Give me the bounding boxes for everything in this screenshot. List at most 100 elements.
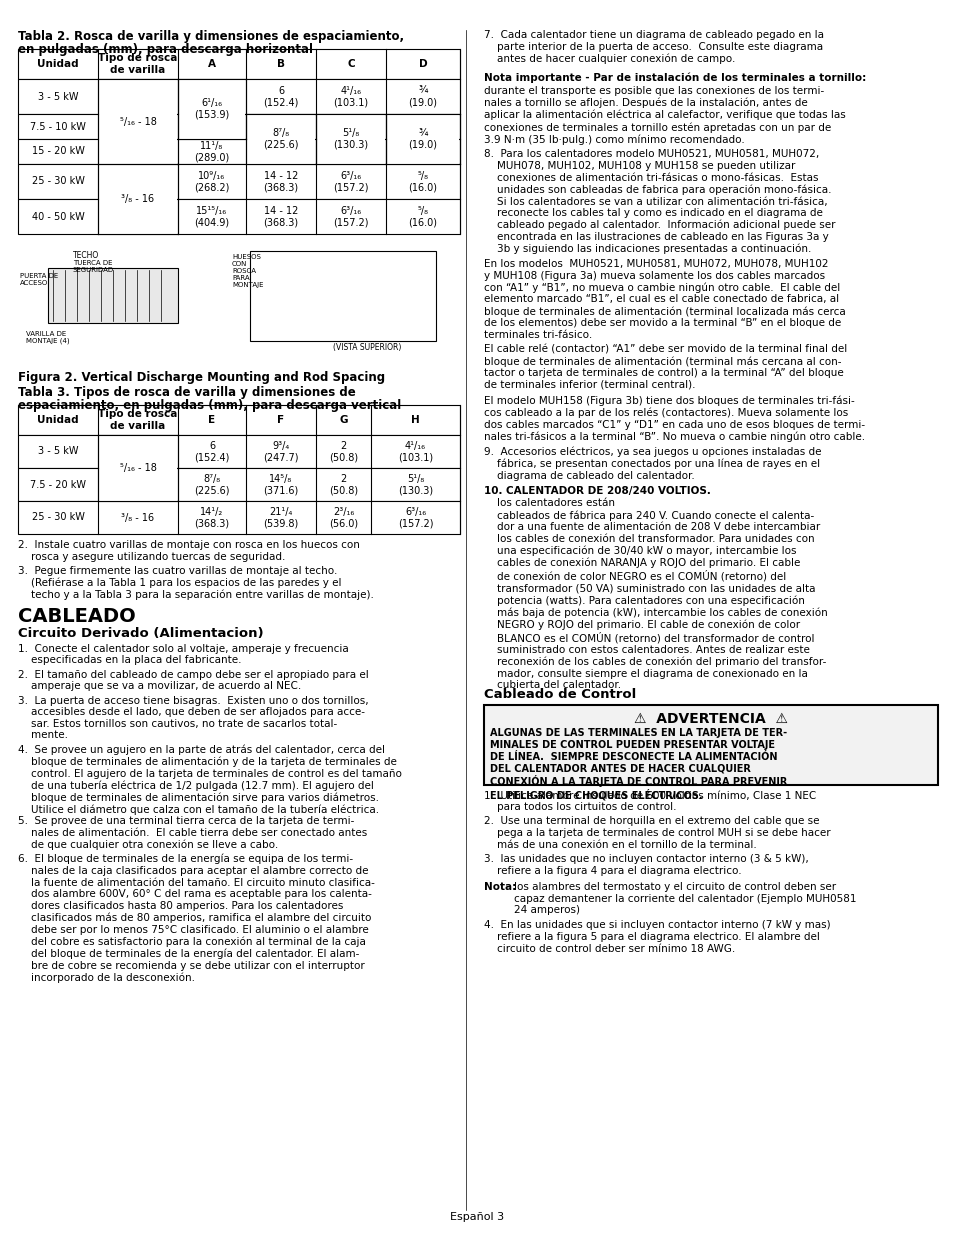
Text: espaciamiento, en pulgadas (mm), para descarga vertical: espaciamiento, en pulgadas (mm), para de… [18,399,401,412]
Text: 14¹/₂
(368.3): 14¹/₂ (368.3) [194,506,230,529]
Bar [483,704,937,784]
Text: 2.  Instale cuatro varillas de montaje con rosca en los huecos con
    rosca y a: 2. Instale cuatro varillas de montaje co… [18,540,359,562]
Text: 8⁷/₈
(225.6): 8⁷/₈ (225.6) [194,474,230,495]
Bar [18,468,459,501]
Text: 15¹⁵/₁₆
(404.9): 15¹⁵/₁₆ (404.9) [194,206,230,227]
Bar [18,79,459,114]
Text: 7.5 - 10 kW: 7.5 - 10 kW [30,121,86,131]
Text: G: G [339,415,348,425]
Text: 3 - 5 kW: 3 - 5 kW [38,447,78,457]
Text: 5¹/₈
(130.3): 5¹/₈ (130.3) [334,128,368,149]
Text: 15 - 20 kW: 15 - 20 kW [31,147,85,157]
Text: ¾
(19.0): ¾ (19.0) [408,128,437,149]
Text: 2
(50.8): 2 (50.8) [329,474,357,495]
Text: E: E [208,415,215,425]
Text: TUERCA DE
SEGURIDAD: TUERCA DE SEGURIDAD [73,261,114,273]
Text: 1.  Utilice alambre insulado de 600 voltios mínimo, Clase 1 NEC
    para todos l: 1. Utilice alambre insulado de 600 volti… [483,790,816,813]
Text: 8.  Para los calentadores modelo MUH0521, MUH0581, MUH072,
    MUH078, MUH102, M: 8. Para los calentadores modelo MUH0521,… [483,149,835,254]
Text: ⁵/₈
(16.0): ⁵/₈ (16.0) [408,206,437,227]
Text: los alambres del termostato y el circuito de control deben ser
capaz demantener : los alambres del termostato y el circuit… [514,882,856,915]
Text: 8⁷/₈
(225.6): 8⁷/₈ (225.6) [263,128,298,149]
Text: (VISTA SUPERIOR): (VISTA SUPERIOR) [333,343,401,352]
Text: 6³/₁₆
(157.2): 6³/₁₆ (157.2) [333,170,369,193]
Text: en pulgadas (mm), para descarga horizontal: en pulgadas (mm), para descarga horizont… [18,43,313,56]
Text: 11¹/₈
(289.0): 11¹/₈ (289.0) [194,141,230,162]
Text: A: A [208,59,215,69]
Text: 14 - 12
(368.3): 14 - 12 (368.3) [263,206,298,227]
Text: ⁵/₁₆ - 18: ⁵/₁₆ - 18 [119,116,156,126]
Text: H: H [411,415,419,425]
Text: 6³/₁₆
(157.2): 6³/₁₆ (157.2) [333,206,369,227]
Text: B: B [276,59,285,69]
Text: 3.  Pegue firmemente las cuatro varillas de montaje al techo.
    (Refiérase a l: 3. Pegue firmemente las cuatro varillas … [18,566,374,600]
Text: 25 - 30 kW: 25 - 30 kW [31,513,85,522]
Text: 40 - 50 kW: 40 - 50 kW [31,211,84,221]
Text: 2³/₁₆
(56.0): 2³/₁₆ (56.0) [329,506,357,529]
Bar [250,251,436,341]
Text: Español 3: Español 3 [450,1212,503,1221]
Text: 4¹/₁₆
(103.1): 4¹/₁₆ (103.1) [334,85,368,107]
Bar [18,140,459,164]
Text: ³/₈ - 16: ³/₈ - 16 [121,194,154,204]
Text: Tipo de rosca
de varilla: Tipo de rosca de varilla [98,53,177,75]
Bar [48,268,178,324]
Text: 3.  las unidades que no incluyen contactor interno (3 & 5 kW),
    refiere a la : 3. las unidades que no incluyen contacto… [483,853,808,876]
Text: El cable relé (contactor) “A1” debe ser movido de la terminal final del
bloque d: El cable relé (contactor) “A1” debe ser … [483,345,846,390]
Bar [386,115,459,163]
Text: 7.  Cada calentador tiene un diagrama de cableado pegado en la
    parte interio: 7. Cada calentador tiene un diagrama de … [483,30,823,64]
Text: El modelo MUH158 (Figura 3b) tiene dos bloques de terminales tri-fási-
cos cable: El modelo MUH158 (Figura 3b) tiene dos b… [483,395,864,442]
Text: VARILLA DE
MONTAJE (4): VARILLA DE MONTAJE (4) [26,331,70,345]
Text: HUESOS
CON
ROSCA
PARA
MONTAJE: HUESOS CON ROSCA PARA MONTAJE [232,254,263,288]
Text: 9³/₄
(247.7): 9³/₄ (247.7) [263,441,298,462]
Bar [316,115,385,163]
Text: TECHO: TECHO [73,251,99,261]
Bar [18,49,459,79]
Text: 21¹/₄
(539.8): 21¹/₄ (539.8) [263,506,298,529]
Text: Circuito Derivado (Alimentacion): Circuito Derivado (Alimentacion) [18,627,263,641]
Text: 5¹/₈
(130.3): 5¹/₈ (130.3) [397,474,433,495]
Text: Nota:: Nota: [483,882,516,892]
Text: 6
(152.4): 6 (152.4) [263,85,298,107]
Text: 2.  El tamaño del cableado de campo debe ser el apropiado para el
    amperaje q: 2. El tamaño del cableado de campo debe … [18,669,369,692]
Text: PUERTA DE
ACCESO: PUERTA DE ACCESO [20,273,58,287]
Bar [98,436,177,500]
Text: 10.: 10. [483,487,506,496]
Text: los calentadores están
    cableados de fábrica para 240 V. Cuando conecte el ca: los calentadores están cableados de fábr… [483,499,827,690]
Bar [18,114,459,140]
Text: Unidad: Unidad [37,415,79,425]
Bar [18,164,459,199]
Text: CABLEADO: CABLEADO [18,608,135,626]
Text: Unidad: Unidad [37,59,79,69]
Text: ⁵/₁₆ - 18: ⁵/₁₆ - 18 [119,463,156,473]
Text: ³/₈ - 16: ³/₈ - 16 [121,513,154,522]
Text: 10⁹/₁₆
(268.2): 10⁹/₁₆ (268.2) [194,170,230,193]
Text: 14⁵/₈
(371.6): 14⁵/₈ (371.6) [263,474,298,495]
Text: 2
(50.8): 2 (50.8) [329,441,357,462]
Bar [98,79,177,163]
Text: 25 - 30 kW: 25 - 30 kW [31,177,85,186]
Text: 6³/₁₆
(157.2): 6³/₁₆ (157.2) [397,506,433,529]
Text: Tabla 3. Tipos de rosca de varilla y dimensiones de: Tabla 3. Tipos de rosca de varilla y dim… [18,387,355,399]
Bar [246,115,315,163]
Text: 1.  Conecte el calentador solo al voltaje, amperaje y frecuencia
    especificad: 1. Conecte el calentador solo al voltaje… [18,643,349,666]
Text: 5.  Se provee de una terminal tierra cerca de la tarjeta de termi-
    nales de : 5. Se provee de una terminal tierra cerc… [18,816,367,851]
Text: ¾
(19.0): ¾ (19.0) [408,85,437,107]
Text: 3 - 5 kW: 3 - 5 kW [38,91,78,101]
Bar [18,435,459,468]
Text: 2.  Use una terminal de horquilla en el extremo del cable que se
    pega a la t: 2. Use una terminal de horquilla en el e… [483,816,830,850]
Bar [98,164,177,233]
Text: 4.  En las unidades que si incluyen contactor interno (7 kW y mas)
    refiere a: 4. En las unidades que si incluyen conta… [483,920,830,953]
Text: ⚠  ADVERTENCIA  ⚠: ⚠ ADVERTENCIA ⚠ [634,711,787,725]
Text: 4.  Se provee un agujero en la parte de atrás del calentador, cerca del
    bloq: 4. Se provee un agujero en la parte de a… [18,745,401,815]
Text: ⁵/₈
(16.0): ⁵/₈ (16.0) [408,170,437,193]
Text: En los modelos  MUH0521, MUH0581, MUH072, MUH078, MUH102
y MUH108 (Figura 3a) mu: En los modelos MUH0521, MUH0581, MUH072,… [483,259,845,340]
Bar [18,501,459,534]
Text: 14 - 12
(368.3): 14 - 12 (368.3) [263,170,298,193]
Bar [18,405,459,435]
Text: durante el transporte es posible que las conexiones de los termi-
nales a tornil: durante el transporte es posible que las… [483,86,845,144]
Bar [18,199,459,233]
Text: 3.  La puerta de acceso tiene bisagras.  Existen uno o dos tornillos,
    accesi: 3. La puerta de acceso tiene bisagras. E… [18,695,368,740]
Text: 6¹/₁₆
(153.9): 6¹/₁₆ (153.9) [194,99,230,120]
Text: C: C [347,59,355,69]
Text: 7.5 - 20 kW: 7.5 - 20 kW [30,479,86,489]
